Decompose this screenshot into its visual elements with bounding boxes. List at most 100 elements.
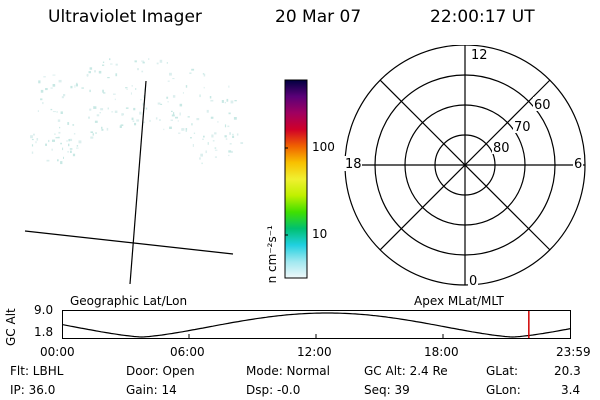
emission-speckle <box>78 140 82 144</box>
gain-info: Gain: 14 <box>126 383 177 397</box>
emission-speckle <box>228 154 230 157</box>
emission-speckle <box>59 126 61 129</box>
emission-speckle <box>102 61 105 63</box>
emission-speckle <box>89 89 91 93</box>
meridian-line <box>129 80 147 285</box>
colorbar-tick-100: 100 <box>312 140 335 154</box>
emission-speckle <box>76 82 78 84</box>
emission-speckle <box>63 156 64 159</box>
emission-speckle <box>131 117 134 121</box>
emission-speckle <box>106 127 109 131</box>
emission-speckle <box>187 116 190 118</box>
emission-speckle <box>111 111 114 113</box>
orbit-altitude-timeline <box>62 310 572 339</box>
emission-speckle <box>94 120 98 123</box>
emission-speckle <box>58 79 62 83</box>
emission-speckle <box>233 117 237 120</box>
timeline-tick-1200: 12:00 <box>297 345 332 359</box>
emission-speckle <box>172 78 175 80</box>
emission-speckle <box>94 70 96 73</box>
emission-speckle <box>175 116 178 119</box>
emission-speckle <box>191 68 195 71</box>
emission-speckle <box>43 76 46 78</box>
emission-speckle <box>62 147 64 151</box>
emission-speckle <box>214 132 217 135</box>
altitude-curve <box>62 312 572 338</box>
emission-speckle <box>114 110 118 113</box>
emission-speckle <box>60 161 63 165</box>
emission-speckle <box>190 137 192 139</box>
emission-speckle <box>169 72 172 76</box>
emission-speckle <box>185 130 187 132</box>
emission-speckle <box>31 144 34 147</box>
diagonal-line-2 <box>379 79 551 251</box>
emission-speckle <box>52 84 56 87</box>
emission-speckle <box>163 128 165 131</box>
emission-speckle <box>230 100 234 104</box>
emission-speckle <box>96 114 100 117</box>
emission-speckle <box>157 102 161 105</box>
emission-speckle <box>31 151 34 154</box>
emission-speckle <box>185 128 188 131</box>
emission-speckle <box>170 119 173 121</box>
emission-speckle <box>178 132 181 134</box>
glat-value: 20.3 <box>554 364 581 378</box>
emission-speckle <box>221 100 224 103</box>
emission-speckle <box>203 135 205 138</box>
emission-speckle <box>214 149 218 151</box>
emission-speckle <box>227 125 230 128</box>
emission-speckle <box>206 109 209 113</box>
emission-speckle <box>135 88 137 90</box>
timeline-ylabel: GC Alt <box>4 308 18 346</box>
geographic-latlon-title: Geographic Lat/Lon <box>70 294 188 308</box>
emission-speckle <box>214 147 217 149</box>
emission-speckle <box>115 63 118 66</box>
emission-speckle <box>203 86 205 89</box>
emission-speckle <box>209 96 212 99</box>
emission-speckle <box>224 124 227 128</box>
emission-speckle <box>131 85 133 87</box>
emission-speckle <box>119 125 122 128</box>
emission-speckle <box>101 126 103 129</box>
emission-speckle <box>58 131 61 134</box>
mlt-label-6: 6 <box>574 157 582 172</box>
emission-speckle <box>240 142 244 144</box>
gc-alt-info: GC Alt: 2.4 Re <box>364 364 448 378</box>
glon-value: 3.4 <box>561 383 581 397</box>
emission-speckle <box>226 98 229 102</box>
emission-speckle <box>121 113 124 116</box>
emission-speckle <box>140 98 142 101</box>
time-label: 22:00:17 UT <box>430 7 535 27</box>
emission-speckle <box>109 58 111 61</box>
emission-speckle <box>167 80 170 82</box>
emission-speckle <box>51 148 53 151</box>
emission-speckle <box>191 123 193 126</box>
emission-speckle <box>137 68 139 71</box>
emission-speckle <box>189 72 192 74</box>
emission-speckle <box>148 58 150 60</box>
emission-speckle <box>55 137 58 139</box>
emission-speckle <box>45 143 47 146</box>
emission-speckle <box>211 134 214 138</box>
emission-speckle <box>202 138 204 140</box>
emission-speckle <box>171 114 175 117</box>
emission-speckle <box>114 98 116 101</box>
auroral-emission-speckles <box>30 58 244 165</box>
emission-speckle <box>102 89 104 93</box>
emission-speckle <box>50 87 53 89</box>
emission-speckle <box>171 110 173 112</box>
emission-speckle <box>52 74 56 76</box>
emission-speckle <box>167 101 169 103</box>
emission-speckle <box>52 139 55 142</box>
emission-speckle <box>231 150 233 153</box>
emission-speckle <box>193 132 196 134</box>
emission-speckle <box>142 61 145 64</box>
mlt-label-0: 0 <box>469 274 477 289</box>
emission-speckle <box>200 153 203 157</box>
emission-speckle <box>224 135 227 138</box>
emission-speckle <box>61 96 64 99</box>
emission-speckle <box>224 101 226 104</box>
emission-speckle <box>141 70 144 73</box>
emission-speckle <box>57 119 61 122</box>
mlt-label-12: 12 <box>471 48 488 63</box>
